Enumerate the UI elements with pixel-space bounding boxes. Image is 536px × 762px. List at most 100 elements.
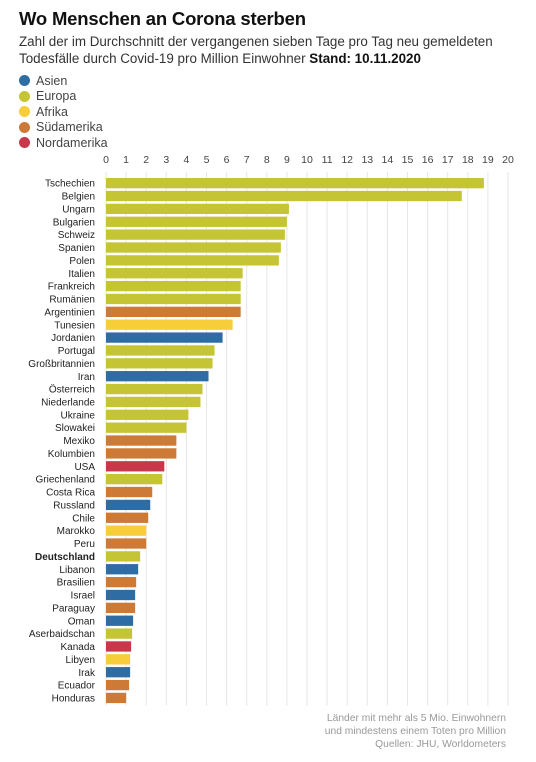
bar [106, 589, 136, 601]
legend-dot-icon [19, 121, 30, 133]
legend-item-suedamerika: Südamerika [19, 120, 108, 136]
x-tick-label: 13 [361, 154, 373, 166]
category-label: Bulgarien [53, 217, 95, 228]
x-tick-label: 15 [402, 154, 414, 166]
category-label: Irak [78, 668, 96, 679]
x-tick-label: 5 [204, 154, 210, 166]
x-tick-label: 12 [341, 154, 353, 166]
x-tick-label: 20 [502, 154, 514, 166]
category-label: Libyen [66, 655, 95, 666]
bar [106, 448, 177, 459]
bar [106, 383, 203, 395]
category-label: Brasilien [57, 578, 95, 589]
x-tick-label: 10 [301, 154, 313, 166]
category-label: Aserbaidschan [29, 629, 95, 640]
x-tick-label: 8 [264, 154, 270, 166]
x-tick-label: 6 [224, 154, 230, 166]
category-label: Russland [53, 500, 95, 511]
legend-label: Asien [36, 73, 68, 88]
bar [106, 255, 279, 266]
category-label: Slowakei [55, 423, 95, 434]
bar [106, 268, 243, 279]
x-tick-label: 14 [382, 154, 394, 166]
bar [106, 692, 127, 704]
bar [106, 679, 130, 691]
x-tick-label: 9 [284, 154, 290, 166]
bar-chart: 0 1 2 3 4 5 6 7 8 9 10 11 12 13 14 15 16 17 18 19 20Tschechi… [28, 154, 514, 706]
bar [106, 628, 133, 639]
bar [106, 396, 201, 408]
legend-item-asien: Asien [19, 73, 108, 89]
x-tick-label: 3 [163, 154, 169, 166]
bar [106, 474, 163, 485]
legend-dot-icon [19, 106, 30, 118]
source-line-3: Quellen: JHU, Worldometers [375, 739, 506, 750]
legend-dot-icon [19, 137, 30, 149]
category-label: Rumänien [49, 295, 95, 306]
bar [106, 615, 134, 626]
category-label: Israel [71, 591, 95, 602]
legend: Asien Europa Afrika Südamerika Nordameri… [19, 73, 108, 151]
category-label: USA [74, 462, 95, 473]
category-label: Österreich [49, 384, 95, 396]
legend-label: Europa [36, 89, 77, 104]
bar [106, 654, 131, 665]
source-note: Länder mit mehr als 5 Mio. Einwohnern un… [325, 712, 506, 751]
stand-date: Stand: 10.11.2020 [309, 51, 421, 66]
category-label: Jordanien [51, 333, 95, 344]
bar [106, 499, 151, 511]
bar [106, 345, 215, 356]
bar [106, 358, 213, 369]
bar [106, 538, 147, 549]
x-tick-label: 17 [442, 154, 454, 166]
category-label: Griechenland [36, 475, 95, 486]
category-label: Polen [69, 256, 95, 267]
category-label: Iran [78, 372, 95, 383]
bar [106, 319, 233, 330]
bar [106, 564, 139, 575]
legend-item-afrika: Afrika [19, 104, 108, 120]
bar [106, 178, 484, 189]
bar [106, 576, 137, 588]
x-tick-label: 2 [143, 154, 149, 166]
category-label: Niederlande [41, 397, 95, 408]
bar [106, 216, 287, 227]
bar [106, 512, 149, 523]
category-label: Ungarn [62, 204, 95, 215]
category-label: Spanien [58, 243, 95, 254]
category-label: Kanada [61, 642, 96, 653]
chart-title: Wo Menschen an Corona sterben [19, 8, 306, 29]
category-label: Großbritannien [28, 359, 95, 370]
bar [106, 203, 289, 215]
source-line-1: Länder mit mehr als 5 Mio. Einwohnern [326, 713, 506, 724]
bar [106, 551, 141, 562]
category-label: Deutschland [35, 552, 95, 563]
legend-label: Afrika [36, 104, 68, 119]
x-tick-label: 7 [244, 154, 250, 166]
category-label: Argentinien [44, 307, 95, 318]
x-tick-label: 16 [422, 154, 434, 166]
category-label: Portugal [58, 346, 95, 357]
category-label: Honduras [52, 694, 95, 705]
legend-dot-icon [19, 90, 30, 102]
x-tick-label: 4 [183, 154, 189, 166]
legend-item-europa: Europa [19, 89, 108, 105]
bar [106, 371, 209, 382]
bar [106, 306, 241, 317]
category-label: Tunesien [54, 320, 95, 331]
legend-dot-icon [19, 75, 30, 87]
category-label: Costa Rica [46, 488, 95, 499]
bar [106, 229, 285, 240]
chart-subtitle: Zahl der im Durchschnitt der vergangenen… [19, 33, 524, 67]
bar [106, 667, 131, 678]
category-label: Ecuador [58, 681, 96, 692]
legend-item-nordamerika: Nordamerika [19, 135, 108, 151]
bar [106, 190, 462, 202]
category-label: Ukraine [61, 410, 96, 421]
category-label: Libanon [59, 565, 95, 576]
bar [106, 242, 281, 253]
bar [106, 461, 165, 472]
bar [106, 332, 223, 343]
bar [106, 422, 187, 433]
category-label: Paraguay [52, 603, 95, 614]
